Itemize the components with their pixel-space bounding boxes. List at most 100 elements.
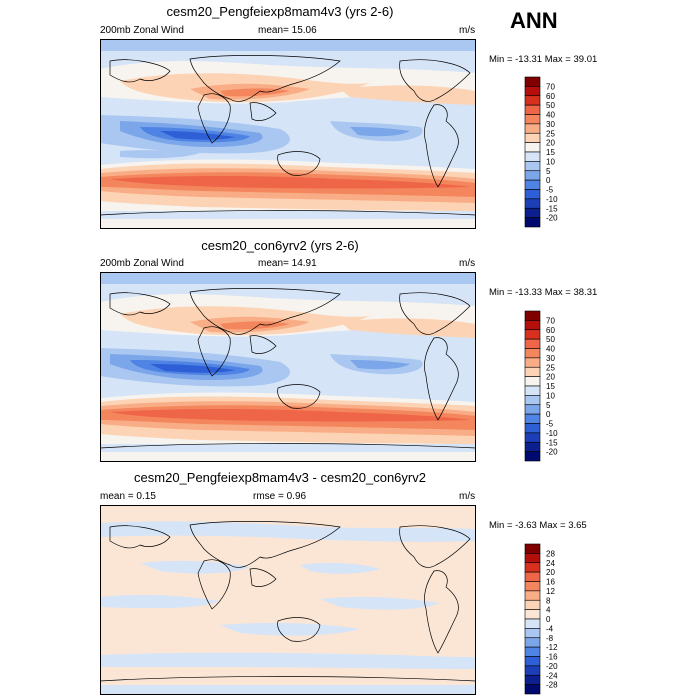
colorbar-box xyxy=(524,338,541,349)
contour-band xyxy=(100,652,476,669)
panel-2-map xyxy=(100,272,476,462)
colorbar-box xyxy=(524,170,541,181)
colorbar-label: 50 xyxy=(546,335,555,344)
colorbar-box xyxy=(524,376,541,387)
colorbar-box xyxy=(524,599,541,610)
colorbar-box xyxy=(524,357,541,368)
colorbar-label: 12 xyxy=(546,587,555,596)
colorbar-label: 70 xyxy=(546,82,555,91)
colorbar-label: 20 xyxy=(546,568,555,577)
colorbar-label: 8 xyxy=(546,596,551,605)
colorbar-box xyxy=(524,76,541,87)
contour-band xyxy=(220,622,360,636)
colorbar-box xyxy=(524,432,541,443)
contour-band xyxy=(100,521,476,542)
map-frame xyxy=(100,272,476,462)
panel-3-map xyxy=(100,505,476,695)
colorbar-label: -16 xyxy=(546,653,558,662)
colorbar-label: 70 xyxy=(546,316,555,325)
colorbar-box xyxy=(524,123,541,134)
colorbar-box xyxy=(524,581,541,592)
contour-band xyxy=(100,272,476,284)
colorbar-box xyxy=(524,674,541,685)
colorbar-label: -15 xyxy=(546,438,558,447)
colorbar-box xyxy=(524,104,541,115)
colorbar-label: 25 xyxy=(546,363,555,372)
contour-band xyxy=(220,88,290,97)
panel-1-mean-label: mean= 15.06 xyxy=(258,25,317,36)
colorbar-label: 20 xyxy=(546,139,555,148)
colorbar-box xyxy=(524,329,541,340)
colorbar-label: 50 xyxy=(546,101,555,110)
colorbar-label: 0 xyxy=(546,615,551,624)
colorbar-label: -10 xyxy=(546,195,558,204)
panel-1-units-label: m/s xyxy=(459,25,476,36)
colorbar-box xyxy=(524,310,541,321)
colorbar-label: 5 xyxy=(546,167,551,176)
contour-band xyxy=(110,409,470,422)
colorbar-label: 20 xyxy=(546,373,555,382)
contour-band xyxy=(300,562,380,574)
colorbar-label: 15 xyxy=(546,382,555,391)
colorbar-box xyxy=(524,161,541,172)
colorbar-box xyxy=(524,553,541,564)
colorbar-box xyxy=(524,413,541,424)
colorbar-box xyxy=(524,665,541,676)
contour-band xyxy=(220,321,290,330)
season-label: ANN xyxy=(510,8,558,33)
contour-band xyxy=(340,318,476,338)
colorbar-label: 15 xyxy=(546,148,555,157)
colorbar-label: -4 xyxy=(546,624,554,633)
colorbar-box xyxy=(524,114,541,125)
colorbar-label: -5 xyxy=(546,186,554,195)
colorbar-label: 28 xyxy=(546,549,555,558)
contour-band xyxy=(120,150,200,159)
panel-2-mean-label: mean= 14.91 xyxy=(258,258,317,269)
contour-band xyxy=(160,131,235,140)
colorbar-label: -5 xyxy=(546,420,554,429)
colorbar-box xyxy=(524,198,541,209)
contour-band xyxy=(340,85,476,105)
colorbar-label: -15 xyxy=(546,204,558,213)
colorbar-box xyxy=(524,423,541,434)
colorbar-label: 30 xyxy=(546,120,555,129)
colorbar-box xyxy=(524,543,541,554)
colorbar-label: 24 xyxy=(546,559,555,568)
colorbar-box xyxy=(524,590,541,601)
colorbar-box xyxy=(524,142,541,153)
colorbar-label: -24 xyxy=(546,671,558,680)
contour-band xyxy=(150,364,235,373)
contour-band xyxy=(100,452,476,462)
colorbar-box xyxy=(524,684,541,695)
colorbar-box xyxy=(524,637,541,648)
colorbar-label: 16 xyxy=(546,578,555,587)
colorbar-label: -28 xyxy=(546,681,558,690)
colorbar-label: 60 xyxy=(546,326,555,335)
colorbar-box xyxy=(524,189,541,200)
colorbar-box xyxy=(524,348,541,359)
contour-band xyxy=(100,594,220,609)
contour-band xyxy=(350,360,410,370)
map-frame xyxy=(100,39,476,229)
coastlines xyxy=(100,288,476,449)
colorbar-label: -20 xyxy=(546,662,558,671)
contour-band xyxy=(100,444,476,452)
map-frame xyxy=(100,505,476,695)
panel-3-rmse-label: rmse = 0.96 xyxy=(253,491,307,502)
contour-band xyxy=(100,39,476,51)
colorbar-label: 0 xyxy=(546,176,551,185)
colorbar-box xyxy=(524,571,541,582)
contour-band xyxy=(110,176,470,189)
contour-band xyxy=(100,211,476,219)
colorbar-label: 60 xyxy=(546,92,555,101)
colorbar-box xyxy=(524,207,541,218)
colorbar-box xyxy=(524,628,541,639)
colorbar-label: 30 xyxy=(546,354,555,363)
contour-band xyxy=(100,685,476,695)
colorbar-label: -8 xyxy=(546,634,554,643)
colorbar-box xyxy=(524,562,541,573)
colorbar-label: -20 xyxy=(546,214,558,223)
